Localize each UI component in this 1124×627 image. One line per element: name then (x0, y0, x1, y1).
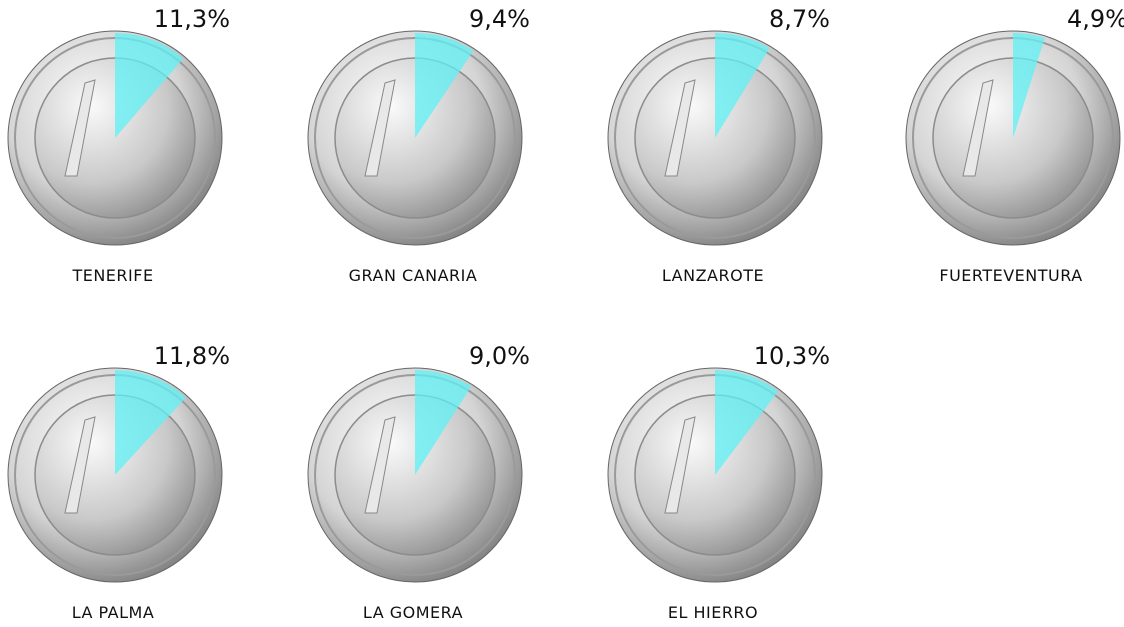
coin-numeral (664, 79, 696, 177)
value-label: 9,4% (469, 5, 530, 33)
value-label: 8,7% (769, 5, 830, 33)
coin-numeral (364, 416, 396, 514)
coin-numeral (64, 416, 96, 514)
category-label: LANZAROTE (662, 266, 764, 285)
value-label: 9,0% (469, 342, 530, 370)
category-label: LA GOMERA (363, 603, 463, 622)
coin-numeral (64, 79, 96, 177)
category-label: LA PALMA (72, 603, 155, 622)
coin-numeral (364, 79, 396, 177)
pie-slice (115, 370, 186, 475)
pie-slice (415, 33, 474, 138)
pie-slice (1013, 33, 1045, 138)
pie-slice (115, 33, 184, 138)
category-label: TENERIFE (71, 266, 153, 285)
coin-numeral (962, 79, 994, 177)
value-label: 10,3% (754, 342, 830, 370)
pie-slice (715, 33, 770, 138)
value-label: 11,8% (154, 342, 230, 370)
category-label: FUERTEVENTURA (939, 266, 1082, 285)
value-label: 11,3% (154, 5, 230, 33)
category-label: GRAN CANARIA (349, 266, 478, 285)
pie-slice (415, 370, 472, 475)
value-label: 4,9% (1067, 5, 1124, 33)
category-label: EL HIERRO (668, 603, 758, 622)
pie-slice (715, 370, 779, 475)
coin-numeral (664, 416, 696, 514)
